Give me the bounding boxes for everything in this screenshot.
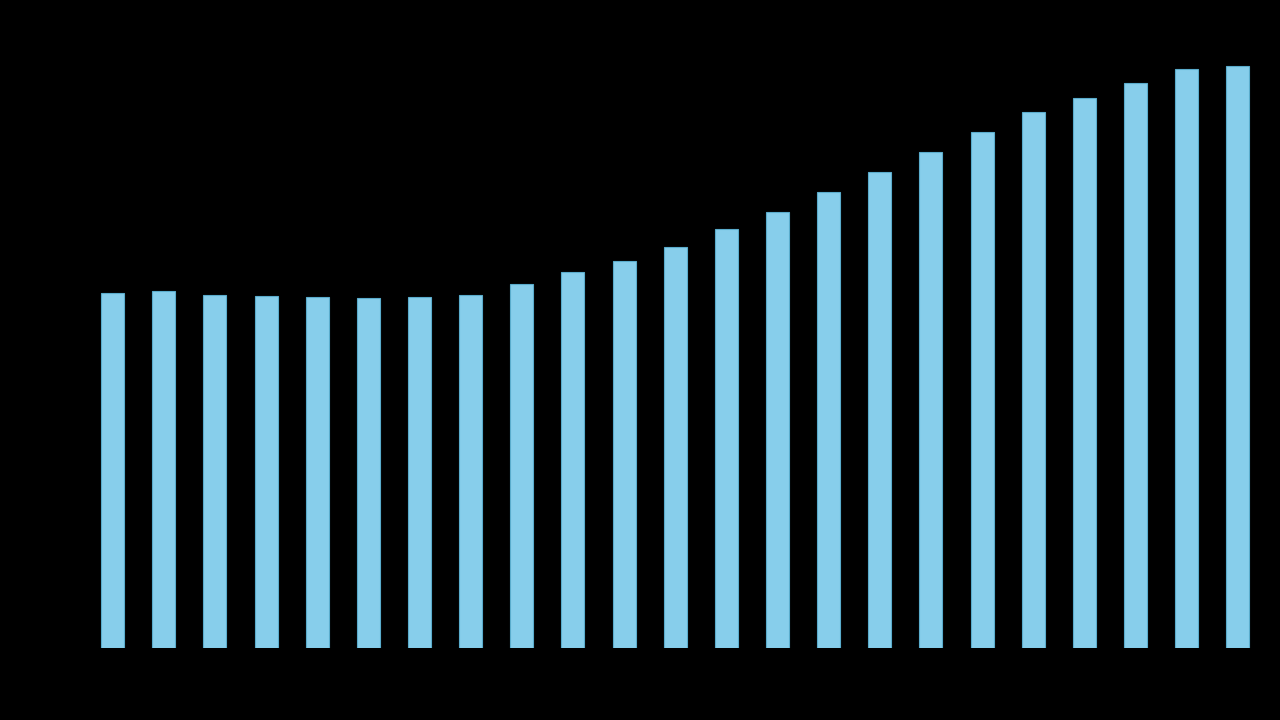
Bar [817,192,840,648]
Bar [970,132,993,648]
Bar [255,296,278,648]
Bar [1124,84,1147,648]
Bar [152,292,175,648]
Bar [562,272,585,648]
Bar [1021,112,1044,648]
Bar [765,212,788,648]
Bar [919,152,942,648]
Bar [357,297,380,648]
Bar [1073,98,1096,648]
Bar [1226,66,1249,648]
Bar [868,172,891,648]
Bar [714,230,737,648]
Bar [663,247,686,648]
Bar [511,284,534,648]
Bar [613,261,636,648]
Bar [1175,69,1198,648]
Bar [204,295,227,648]
Bar [408,297,431,648]
Bar [306,297,329,648]
Bar [460,294,483,648]
Bar [101,292,124,648]
